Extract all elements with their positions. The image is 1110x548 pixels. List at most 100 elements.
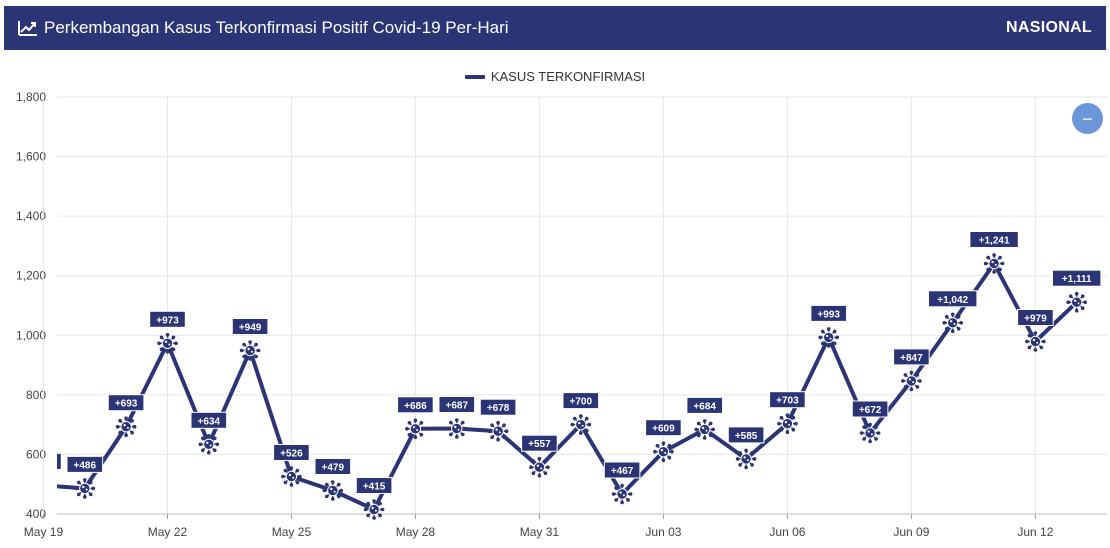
data-label-text: +684 — [693, 401, 716, 412]
virus-spike-tip — [901, 379, 905, 383]
virus-spike-tip — [661, 458, 666, 462]
virus-spike-tip — [490, 423, 494, 427]
data-label-text: +1,042 — [937, 295, 968, 306]
virus-spike-tip — [744, 448, 748, 453]
virus-body — [616, 488, 628, 500]
virus-spike — [38, 485, 44, 491]
virus-spike-tip — [130, 418, 134, 423]
virus-dot — [660, 449, 664, 452]
virus-spike-tip — [200, 448, 205, 453]
data-point[interactable] — [322, 480, 344, 501]
data-point[interactable] — [239, 340, 261, 361]
data-point[interactable] — [694, 419, 715, 440]
data-label-text: +973 — [156, 315, 179, 326]
virus-spike-tip — [667, 455, 672, 460]
data-label-text: +678 — [487, 403, 510, 414]
virus-spike-tip — [531, 459, 536, 463]
y-tick-label: 1,600 — [16, 150, 46, 164]
data-point[interactable] — [818, 327, 839, 348]
data-label-text: +686 — [404, 401, 427, 412]
virus-spike-tip — [1074, 291, 1079, 296]
virus-spike-tip — [1025, 339, 1029, 344]
data-point[interactable] — [198, 434, 220, 455]
virus-spike-tip — [738, 463, 742, 467]
virus-spike-tip — [791, 427, 796, 432]
virus-spike-tip — [942, 321, 946, 325]
data-point[interactable] — [363, 499, 385, 520]
chart-legend[interactable]: KASUS TERKONFIRMASI — [0, 69, 1110, 84]
data-point[interactable] — [942, 312, 963, 334]
virus-spike-tip — [165, 350, 170, 354]
data-point[interactable] — [487, 420, 509, 442]
virus-spike-tip — [620, 483, 624, 488]
data-point[interactable] — [777, 413, 798, 434]
data-label-text: +703 — [776, 396, 799, 407]
data-label-box — [438, 396, 476, 413]
data-label: +979 — [1017, 309, 1054, 326]
virus-spike-tip — [1083, 300, 1087, 304]
x-tick-label: May 22 — [148, 525, 188, 539]
virus-dot — [412, 426, 416, 429]
data-point[interactable] — [570, 414, 592, 435]
data-point[interactable] — [74, 478, 96, 499]
virus-spike-tip — [171, 347, 176, 352]
virus-spike-tip — [794, 421, 798, 426]
data-point[interactable] — [529, 456, 550, 478]
region-label: NASIONAL — [1006, 19, 1092, 36]
virus-spike-tip — [256, 348, 261, 353]
virus-spike-tip — [537, 473, 542, 478]
data-label-box — [190, 411, 228, 429]
virus-spike-tip — [572, 416, 577, 421]
data-label-box — [928, 290, 978, 308]
virus-body — [740, 453, 752, 465]
virus-spike-tip — [572, 428, 577, 433]
y-tick-label: 1,400 — [16, 209, 46, 223]
virus-dot — [581, 424, 584, 427]
virus-spike-tip — [909, 370, 914, 375]
virus-dot — [953, 323, 956, 325]
data-label: +687 — [438, 396, 476, 413]
zoom-out-button[interactable]: − — [1072, 103, 1103, 134]
virus-spike-tip — [207, 451, 211, 455]
data-label: +700 — [562, 392, 600, 410]
data-point[interactable] — [157, 333, 178, 354]
x-tick-label: May 31 — [520, 525, 560, 539]
data-point[interactable] — [983, 253, 1005, 274]
data-label-box — [314, 458, 352, 475]
data-point[interactable] — [1025, 331, 1046, 352]
virus-spike-tip — [242, 342, 246, 347]
virus-spike-tip — [378, 513, 382, 518]
data-point[interactable] — [653, 441, 674, 462]
virus-spike-tip — [215, 442, 220, 447]
data-label-box — [893, 348, 930, 366]
legend-swatch — [464, 74, 485, 79]
virus-spike-tip — [653, 449, 657, 454]
virus-spike-tip — [655, 455, 660, 460]
data-label-box — [273, 444, 310, 461]
data-point[interactable] — [901, 370, 922, 392]
virus-spike-tip — [502, 435, 506, 440]
data-label-box — [851, 400, 889, 418]
virus-dot — [743, 456, 746, 459]
virus-spike-tip — [33, 484, 37, 488]
virus-dot — [250, 350, 253, 353]
data-point[interactable] — [446, 418, 468, 439]
virus-spike-tip — [909, 387, 914, 392]
data-point[interactable] — [115, 416, 137, 437]
data-label-box — [1052, 269, 1102, 287]
x-tick-label: May 28 — [396, 525, 436, 539]
virus-spike-tip — [289, 466, 294, 470]
virus-spike-tip — [956, 314, 961, 319]
virus-spike-tip — [115, 424, 120, 429]
virus-spike-tip — [36, 478, 40, 482]
data-point[interactable] — [281, 466, 302, 487]
virus-spike-tip — [779, 427, 784, 432]
data-label-box — [769, 391, 806, 409]
data-point[interactable] — [1066, 291, 1087, 313]
virus-body — [947, 317, 959, 329]
data-point[interactable] — [859, 422, 881, 444]
data-point[interactable] — [735, 448, 757, 470]
data-point[interactable] — [405, 418, 426, 440]
virus-body — [409, 423, 422, 435]
data-point[interactable] — [611, 483, 633, 505]
